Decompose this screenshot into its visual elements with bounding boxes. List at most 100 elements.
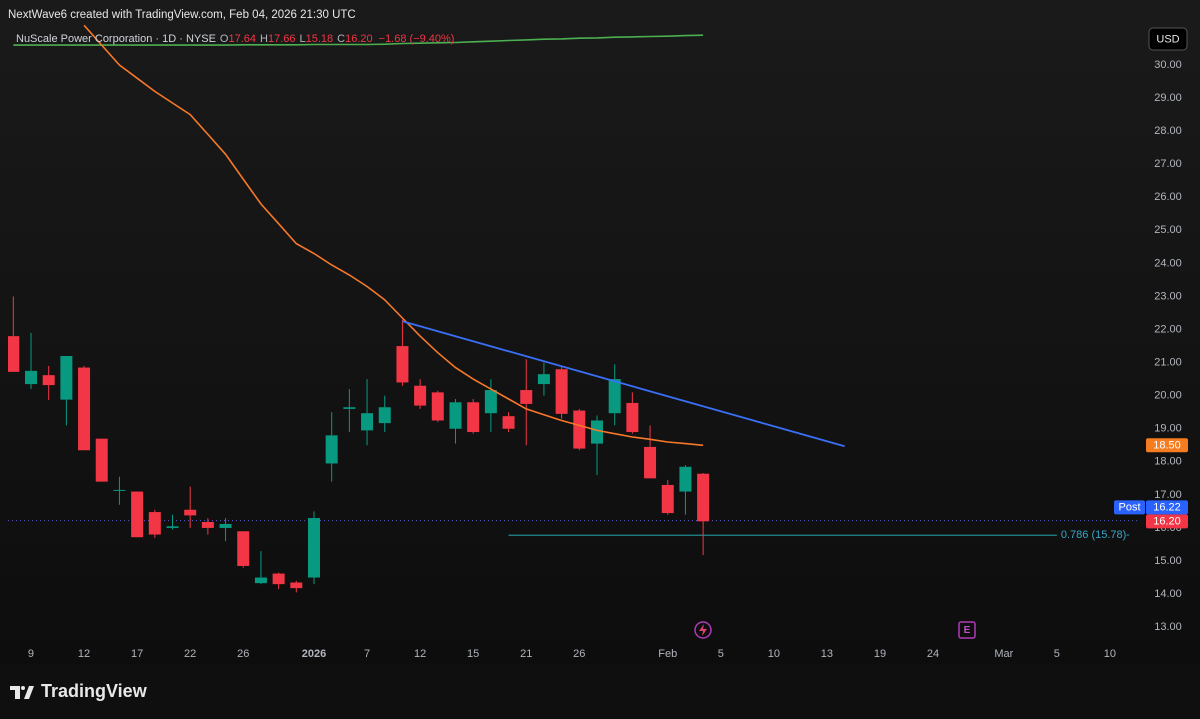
y-tick-label: 28.00 [1154,125,1182,137]
moving-average [13,34,704,46]
candle-body [697,473,710,522]
trendline [402,320,845,448]
x-tick-label: 2026 [302,648,326,660]
candle-body [307,518,320,578]
x-tick-label: 24 [927,648,939,660]
candle-body [184,509,197,516]
moving-average [83,24,704,447]
legend-key: H [260,33,268,45]
legend-value: 15.18 [305,33,334,45]
candle-body [449,402,462,429]
fib-label: 0.786 (15.78) [1061,529,1126,541]
price-label: 16.22 [1153,502,1181,514]
candle-body [60,355,73,400]
candle-body [78,367,91,451]
candle-body [95,438,108,482]
candle-body [555,369,568,414]
legend-key: C [337,33,346,45]
candle-body [8,336,20,372]
fib-label-dash: - [1126,529,1130,541]
candle-body [414,385,427,406]
candle-body [608,379,621,414]
candle-body [343,407,356,409]
y-tick-label: 14.00 [1154,588,1182,600]
y-tick-label: 13.00 [1154,621,1182,633]
plot-area [8,24,1140,593]
candle-body [148,512,161,535]
candle-body [467,402,480,433]
x-tick-label: 15 [467,648,479,660]
symbol-title: NuScale Power Corporation · 1D · NYSE [16,33,216,45]
candle-body [644,446,657,479]
post-tag-box [1114,500,1145,515]
candle-body [520,390,533,404]
legend-change: −1.68 (−9.40%) [378,33,455,45]
price-label-box [1146,438,1188,453]
y-tick-label: 23.00 [1154,290,1182,302]
x-tick-label: 5 [1054,648,1060,660]
event-marker: E [964,625,971,636]
candle-body [679,466,692,492]
header: NextWave6 created with TradingView.com, … [8,9,356,21]
x-tick-label: 7 [364,648,370,660]
y-tick-label: 22.00 [1154,323,1182,335]
footer-bar [0,665,1200,719]
candle-body [201,521,214,528]
price-label-box [1146,514,1188,529]
post-tag: Post [1118,502,1140,514]
candle-body [573,410,586,449]
y-tick-label: 19.00 [1154,423,1182,435]
candle-body [325,435,338,464]
candle-body [290,582,303,589]
legend-value: 17.66 [267,33,296,45]
y-tick-label: 25.00 [1154,224,1182,236]
legend-value: 17.64 [228,33,257,45]
event-box [958,621,976,639]
x-tick-label: 26 [237,648,249,660]
x-tick-label: 12 [78,648,90,660]
candle-body [537,374,550,385]
earnings-icon [694,621,712,639]
candle-body [237,531,250,566]
legend-key: O [219,33,229,45]
candle-body [131,491,144,538]
candle-body [626,402,639,433]
x-tick-label: 9 [28,648,34,660]
candle-body [272,573,285,585]
candle-body [590,420,603,444]
x-tick-label: 10 [768,648,780,660]
legend: NuScale Power Corporation · 1D · NYSE O17… [16,33,454,45]
x-tick-label: 10 [1104,648,1116,660]
candle-body [378,407,391,424]
legend-key: L [299,33,306,45]
legend-value: 16.20 [345,33,373,45]
candle-body [502,416,515,429]
y-tick-label: 24.00 [1154,257,1182,269]
candle-body [396,346,409,383]
x-tick-label: 26 [573,648,585,660]
candle-body [431,392,444,421]
candle-body [42,375,55,386]
x-tick-label: 5 [718,648,724,660]
candle-body [254,577,267,584]
y-tick-label: 17.00 [1154,489,1182,501]
candle-body [484,390,497,414]
candle-body [661,484,674,514]
candle-body [361,413,374,431]
chart-background [0,0,1200,665]
currency-button[interactable] [1148,27,1188,51]
price-label-box [1146,500,1188,515]
footer-brand: TradingView [41,681,148,701]
x-tick-label: 21 [520,648,532,660]
currency[interactable]: USD [1156,33,1179,45]
tradingview-logo [10,686,34,699]
candle-body [219,523,232,528]
y-tick-label: 26.00 [1154,191,1182,203]
y-tick-label: 15.00 [1154,555,1182,567]
x-tick-label: Feb [658,648,677,660]
x-tick-label: Mar [994,648,1013,660]
price-label: 16.20 [1153,516,1181,528]
x-tick-label: 13 [821,648,833,660]
y-tick-label: 18.00 [1154,456,1182,468]
